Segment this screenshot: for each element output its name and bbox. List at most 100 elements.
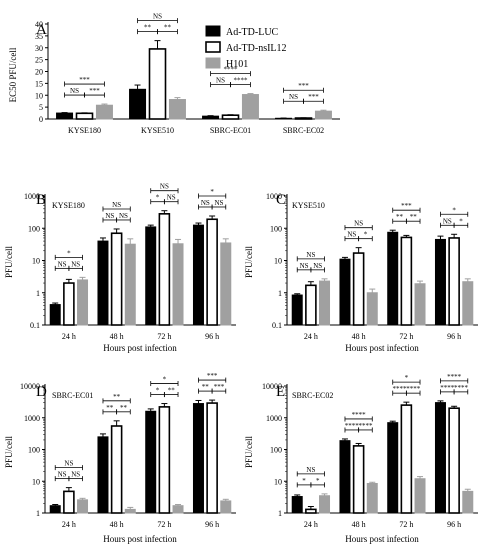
y-tick-label: 15	[35, 79, 43, 88]
sig-label: NS	[443, 217, 452, 225]
x-axis-label: Hours post infection	[345, 343, 419, 353]
x-tick-label: 48 h	[352, 520, 366, 529]
sig-label: *	[156, 387, 160, 395]
sig-label: **	[168, 387, 176, 395]
sig-label: NS	[119, 212, 128, 220]
x-tick-label: 72 h	[157, 520, 171, 529]
y-tick-label: 1	[278, 289, 282, 298]
x-tick-label: 72 h	[399, 520, 413, 529]
bar	[400, 404, 413, 514]
panel-letter: E	[276, 384, 285, 400]
sig-label: NS	[289, 93, 298, 101]
sig-label: NS	[71, 471, 80, 479]
bar	[414, 478, 426, 514]
legend: Ad-TD-LUC Ad-TD-nsIL12 H101	[205, 25, 287, 70]
sig-label: *	[210, 188, 214, 196]
sig-label: ****	[406, 385, 421, 393]
bar	[366, 292, 378, 326]
sig-label: NS	[300, 262, 309, 270]
sig-label: NS	[58, 260, 67, 268]
sig-label: ****	[352, 411, 367, 419]
bar	[221, 114, 240, 120]
bar	[291, 294, 303, 326]
bar	[339, 258, 351, 326]
y-axis-label: PFU/cell	[4, 436, 14, 469]
sig-label: ****	[233, 77, 248, 85]
y-tick-label: 0	[39, 115, 43, 124]
bar	[192, 403, 204, 514]
sig-label: *	[459, 217, 463, 225]
x-tick-label: 96 h	[205, 520, 219, 529]
bar	[241, 94, 259, 120]
sig-label: NS	[216, 77, 225, 85]
inset-title: SBRC-EC02	[292, 391, 333, 400]
sig-label: *	[302, 477, 306, 485]
legend-label: Ad-TD-nsIL12	[226, 43, 287, 54]
panel-B: B PFU/cell 0.1 1 10 100 1000 KYSE180 Hours post …	[4, 183, 236, 353]
bar	[220, 500, 232, 514]
y-tick-label: 25	[35, 56, 43, 65]
bar	[49, 505, 61, 514]
sig-label: ****	[393, 385, 408, 393]
bar	[414, 283, 426, 326]
x-axis-label: Hours post infection	[345, 534, 419, 544]
bar	[145, 410, 157, 514]
bar	[49, 304, 61, 326]
bar	[129, 88, 147, 120]
legend-label: Ad-TD-LUC	[226, 27, 279, 38]
bar	[172, 505, 184, 514]
x-tick-label: 24 h	[62, 332, 76, 341]
sig-label: ****	[224, 66, 239, 74]
sig-label: NS	[313, 262, 322, 270]
y-tick-label: 0.1	[272, 321, 282, 330]
bar	[434, 238, 446, 326]
y-tick-label: 10000	[20, 382, 40, 391]
bar	[434, 402, 446, 514]
legend-label: H101	[226, 59, 248, 70]
panel-C: C PFU/cell 0.1 1 10 100 1000 KYSE510 Hours post …	[244, 192, 478, 353]
y-tick-label: 10	[32, 477, 40, 486]
bar	[168, 99, 186, 120]
bar	[63, 282, 75, 326]
bar	[387, 231, 399, 326]
bar	[172, 243, 184, 326]
panel-letter: B	[36, 192, 46, 208]
sig-label: ***	[401, 202, 412, 210]
sig-label: ***	[214, 383, 225, 391]
bar	[206, 402, 218, 514]
y-tick-label: 100	[270, 224, 282, 233]
bar	[352, 252, 365, 326]
y-tick-label: 30	[35, 44, 43, 53]
bar	[462, 281, 474, 326]
sig-label: *	[405, 374, 409, 382]
sig-label: **	[164, 24, 172, 32]
bar	[77, 279, 89, 326]
inset-title: KYSE180	[52, 201, 85, 210]
bar	[305, 284, 317, 326]
y-tick-label: 100	[28, 446, 40, 455]
x-axis-label: Hours post infection	[103, 343, 177, 353]
sig-label: NS	[58, 471, 67, 479]
bar	[462, 490, 474, 514]
y-axis-label: EC50 PFU/cell	[8, 47, 18, 102]
bar	[110, 425, 123, 514]
sig-label: *	[316, 477, 320, 485]
bar	[448, 237, 460, 326]
bar	[77, 499, 89, 514]
y-tick-label: 100	[28, 224, 40, 233]
x-tick-label: 96 h	[447, 332, 461, 341]
y-tick-label: 100	[270, 446, 282, 455]
x-tick-label: 48 h	[352, 332, 366, 341]
x-tick-label: 96 h	[447, 520, 461, 529]
sig-label: NS	[64, 460, 73, 468]
bar	[124, 508, 136, 514]
bar	[291, 496, 303, 514]
y-tick-label: 35	[35, 32, 43, 41]
sig-label: NS	[214, 199, 223, 207]
bar	[192, 224, 204, 326]
y-tick-label: 5	[39, 103, 43, 112]
panel-letter: C	[276, 192, 286, 208]
y-tick-label: 0.1	[30, 321, 40, 330]
bar	[366, 482, 378, 514]
